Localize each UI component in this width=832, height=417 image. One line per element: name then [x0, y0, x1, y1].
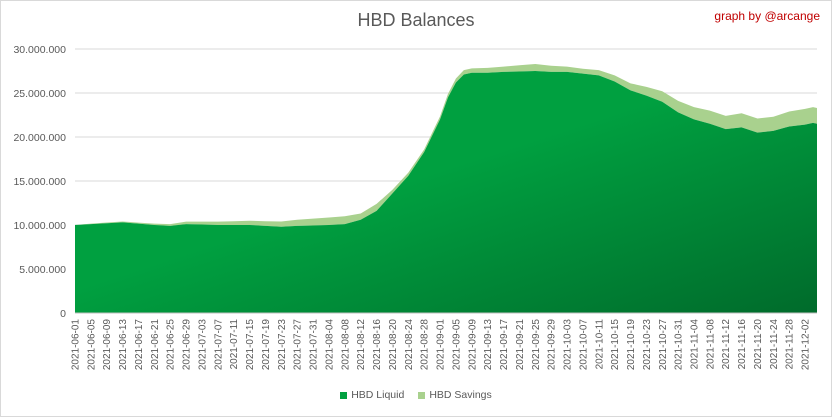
x-tick-label: 2021-07-23: [277, 319, 288, 371]
x-tick-label: 2021-11-20: [753, 319, 764, 370]
x-tick-label: 2021-10-11: [594, 319, 605, 370]
legend-swatch-savings: [418, 391, 426, 399]
x-tick-label: 2021-11-24: [769, 319, 780, 370]
x-tick-label: 2021-11-08: [705, 319, 716, 370]
y-tick-label: 5.000.000: [19, 264, 66, 276]
x-tick-label: 2021-06-01: [71, 319, 82, 371]
x-tick-label: 2021-06-09: [102, 319, 113, 371]
x-tick-label: 2021-11-12: [721, 319, 732, 370]
y-tick-label: 0: [60, 308, 66, 320]
x-tick-label: 2021-10-07: [578, 319, 589, 371]
watermark-text: graph by @arcange: [714, 9, 820, 23]
x-tick-label: 2021-11-04: [689, 319, 700, 370]
area-series: [75, 63, 817, 313]
x-tick-label: 2021-10-27: [658, 319, 669, 371]
x-tick-label: 2021-07-19: [261, 319, 272, 371]
x-tick-label: 2021-10-31: [674, 319, 685, 371]
legend-item-liquid: HBD Liquid: [340, 389, 404, 401]
x-tick-label: 2021-07-03: [197, 319, 208, 371]
x-tick-label: 2021-06-21: [150, 319, 161, 371]
x-tick-label: 2021-08-12: [356, 319, 367, 371]
y-axis: 0 5.000.000 10.000.000 15.000.000 20.000.000…: [13, 44, 66, 320]
x-tick-label: 2021-12-02: [801, 319, 812, 371]
x-tick-label: 2021-09-01: [436, 319, 447, 371]
y-tick-label: 15.000.000: [13, 176, 66, 188]
x-tick-label: 2021-06-29: [182, 319, 193, 371]
x-tick-label: 2021-07-31: [309, 319, 320, 371]
x-tick-label: 2021-11-28: [785, 319, 796, 370]
x-tick-label: 2021-09-13: [483, 319, 494, 371]
x-tick-label: 2021-07-07: [213, 319, 224, 371]
x-tick-label: 2021-08-04: [324, 319, 335, 371]
x-tick-label: 2021-06-25: [166, 319, 177, 371]
x-tick-label: 2021-06-13: [118, 319, 129, 371]
x-tick-label: 2021-11-16: [737, 319, 748, 370]
x-tick-label: 2021-09-21: [515, 319, 526, 371]
x-tick-label: 2021-06-05: [86, 319, 97, 371]
x-tick-label: 2021-09-09: [467, 319, 478, 371]
x-tick-label: 2021-09-17: [499, 319, 510, 371]
x-tick-label: 2021-08-20: [388, 319, 399, 371]
legend: HBD Liquid HBD Savings: [0, 389, 832, 401]
legend-swatch-liquid: [340, 391, 348, 399]
x-tick-label: 2021-09-25: [531, 319, 542, 371]
x-tick-label: 2021-10-03: [563, 319, 574, 371]
x-tick-label: 2021-10-19: [626, 319, 637, 371]
x-axis: 2021-06-01 2021-06-05 2021-06-09 2021-06-13…: [71, 312, 817, 371]
area-hbd-liquid: [75, 71, 817, 313]
x-tick-label: 2021-08-28: [420, 319, 431, 371]
x-tick-label: 2021-07-27: [293, 319, 304, 371]
y-tick-label: 30.000.000: [13, 44, 66, 56]
x-tick-label: 2021-08-16: [372, 319, 383, 371]
x-tick-label: 2021-09-05: [451, 319, 462, 371]
y-tick-label: 20.000.000: [13, 132, 66, 144]
legend-label-savings: HBD Savings: [429, 389, 492, 401]
x-tick-label: 2021-07-11: [229, 319, 240, 370]
legend-label-liquid: HBD Liquid: [351, 389, 405, 401]
x-tick-label: 2021-07-15: [245, 319, 256, 371]
legend-item-savings: HBD Savings: [418, 389, 492, 401]
x-tick-label: 2021-08-08: [340, 319, 351, 371]
x-tick-label: 2021-08-24: [404, 319, 415, 371]
x-tick-label: 2021-09-29: [547, 319, 558, 371]
y-tick-label: 25.000.000: [13, 88, 66, 100]
y-tick-label: 10.000.000: [13, 220, 66, 232]
x-tick-label: 2021-10-15: [610, 319, 621, 371]
x-tick-label: 2021-10-23: [642, 319, 653, 371]
x-tick-label: 2021-06-17: [134, 319, 145, 371]
chart-title: HBD Balances: [357, 10, 475, 30]
